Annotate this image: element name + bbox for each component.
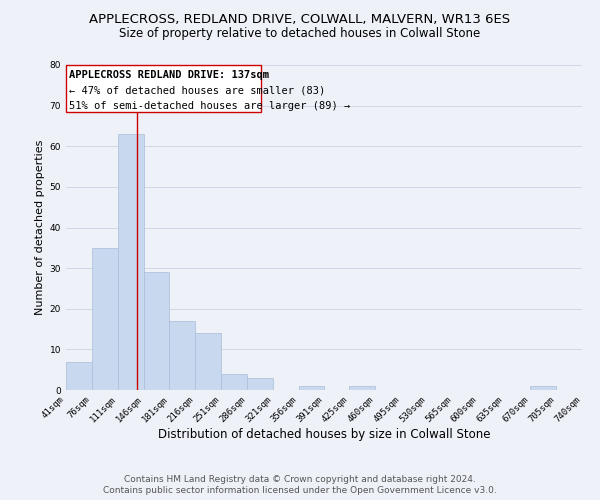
Bar: [66, 362, 92, 390]
Text: APPLECROSS REDLAND DRIVE: 137sqm: APPLECROSS REDLAND DRIVE: 137sqm: [69, 70, 269, 80]
Bar: [247, 378, 272, 390]
Text: ← 47% of detached houses are smaller (83): ← 47% of detached houses are smaller (83…: [69, 86, 325, 96]
Text: Size of property relative to detached houses in Colwall Stone: Size of property relative to detached ho…: [119, 28, 481, 40]
Text: 51% of semi-detached houses are larger (89) →: 51% of semi-detached houses are larger (…: [69, 101, 350, 111]
Bar: [143, 272, 169, 390]
Bar: [195, 333, 221, 390]
Text: APPLECROSS, REDLAND DRIVE, COLWALL, MALVERN, WR13 6ES: APPLECROSS, REDLAND DRIVE, COLWALL, MALV…: [89, 12, 511, 26]
Text: Contains HM Land Registry data © Crown copyright and database right 2024.: Contains HM Land Registry data © Crown c…: [124, 475, 476, 484]
Bar: [118, 134, 143, 390]
Bar: [92, 248, 118, 390]
Bar: [66, 65, 261, 112]
Bar: [530, 386, 556, 390]
Bar: [221, 374, 247, 390]
Bar: [169, 321, 195, 390]
Bar: [349, 386, 376, 390]
Y-axis label: Number of detached properties: Number of detached properties: [35, 140, 46, 315]
X-axis label: Distribution of detached houses by size in Colwall Stone: Distribution of detached houses by size …: [158, 428, 490, 441]
Text: Contains public sector information licensed under the Open Government Licence v3: Contains public sector information licen…: [103, 486, 497, 495]
Bar: [299, 386, 325, 390]
